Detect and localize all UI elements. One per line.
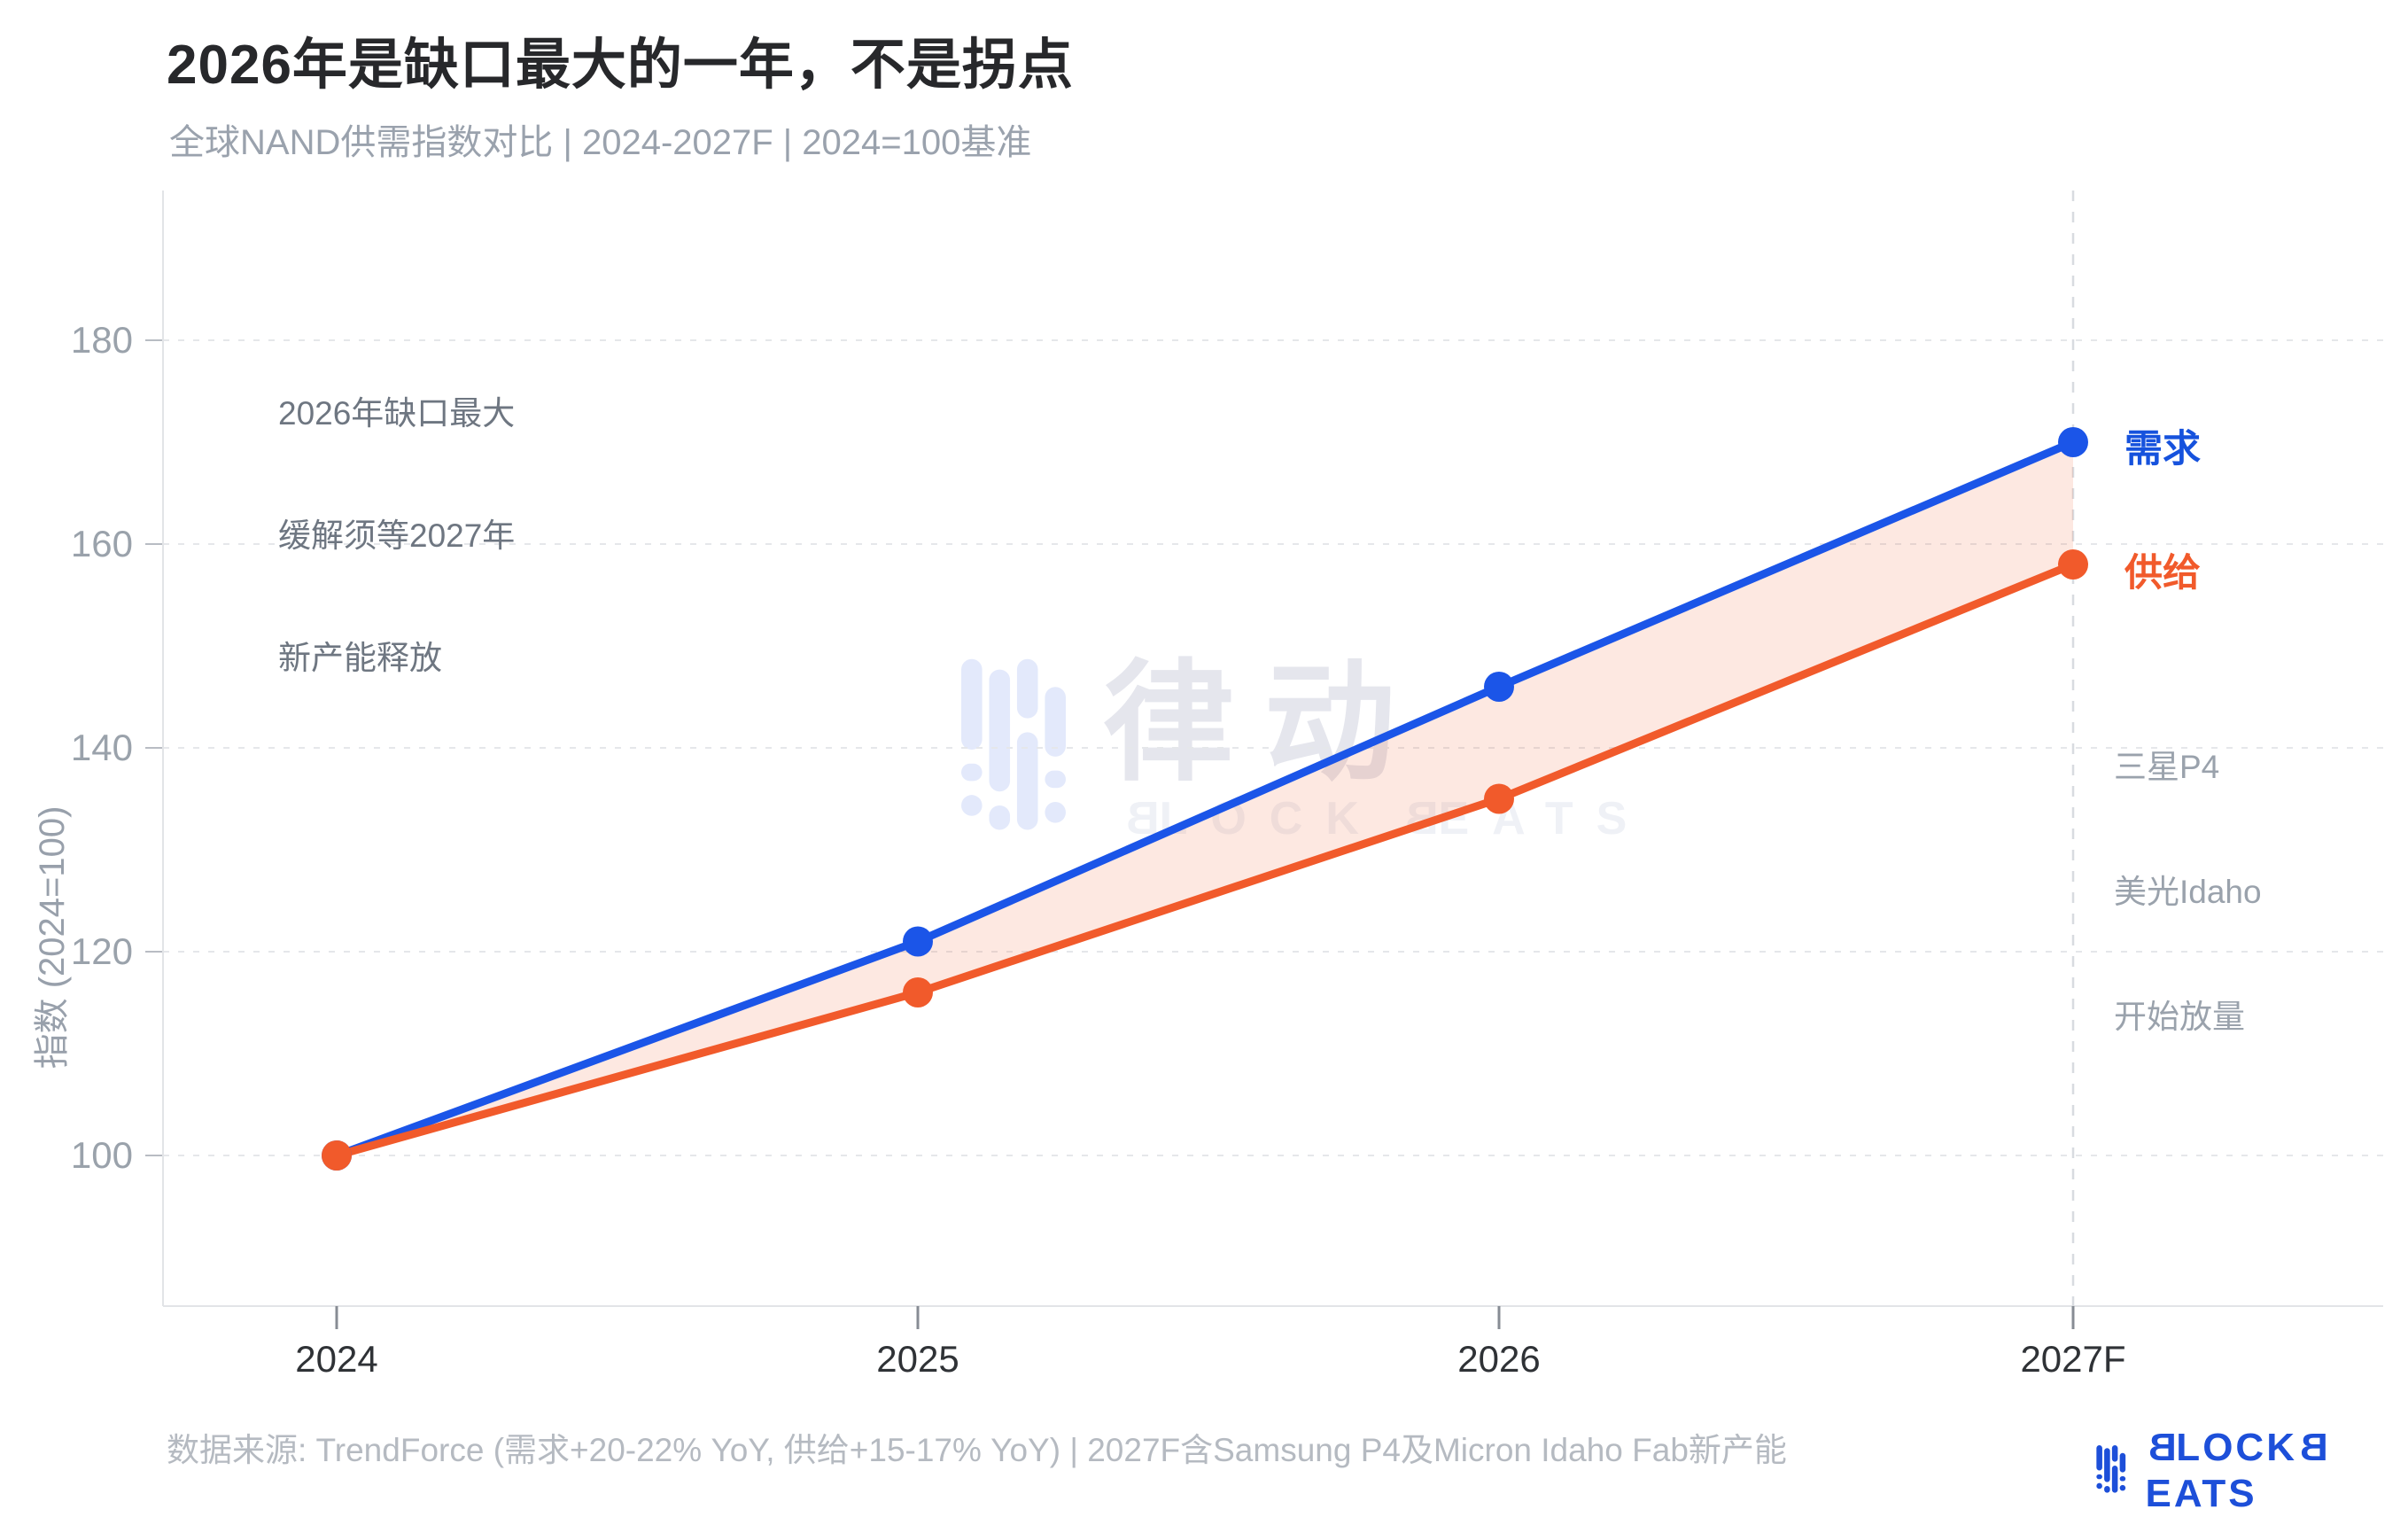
capacity-annotation-line: 开始放量	[2114, 999, 2245, 1035]
y-tick-label: 100	[71, 1134, 133, 1176]
blockbeats-bars-icon	[2096, 1445, 2126, 1493]
data-source-note: 数据来源: TrendForce (需求+20-22% YoY, 供给+15-1…	[167, 1432, 1787, 1468]
y-tick-label: 120	[71, 930, 133, 972]
blockbeats-logo-text: BLOCKBEATS	[2145, 1426, 2328, 1515]
demand-point	[2058, 427, 2088, 457]
gap-annotation-line: 缓解须等2027年	[278, 517, 516, 554]
capacity-annotation: 三星P4 美光Idaho 开始放量	[2114, 663, 2262, 1121]
supply-point	[1484, 783, 1514, 814]
x-tick-label: 2025	[876, 1338, 959, 1380]
demand-point	[1484, 672, 1514, 702]
y-tick-label: 180	[71, 319, 133, 361]
legend-demand-label: 需求	[2124, 428, 2201, 471]
y-axis-title: 指数 (2024=100)	[33, 805, 72, 1070]
demand-point	[903, 926, 933, 957]
page-title: 2026年是缺口最大的一年，不是拐点	[167, 35, 1074, 96]
supply-point	[322, 1140, 352, 1171]
gap-annotation-line: 2026年缺口最大	[278, 395, 516, 432]
legend-supply-label: 供给	[2124, 552, 2201, 595]
x-tick-label: 2024	[295, 1338, 377, 1380]
x-tick-label: 2026	[1457, 1338, 1540, 1380]
x-tick-label: 2027F	[2020, 1338, 2125, 1380]
y-tick-label: 140	[71, 727, 133, 768]
gap-annotation: 2026年缺口最大 缓解须等2027年 新产能释放	[278, 312, 515, 760]
chart-subtitle: 全球NAND供需指数对比 | 2024-2027F | 2024=100基准	[169, 123, 1032, 162]
supply-point	[903, 977, 933, 1007]
demand-line	[332, 438, 2078, 1160]
capacity-annotation-line: 三星P4	[2114, 749, 2220, 785]
blockbeats-logo: BLOCKBEATS	[2087, 1425, 2408, 1517]
gap-annotation-line: 新产能释放	[278, 640, 442, 676]
supply-line	[332, 560, 2078, 1160]
y-tick-label: 160	[71, 523, 133, 564]
capacity-annotation-line: 美光Idaho	[2114, 874, 2262, 910]
supply-point	[2058, 549, 2088, 580]
